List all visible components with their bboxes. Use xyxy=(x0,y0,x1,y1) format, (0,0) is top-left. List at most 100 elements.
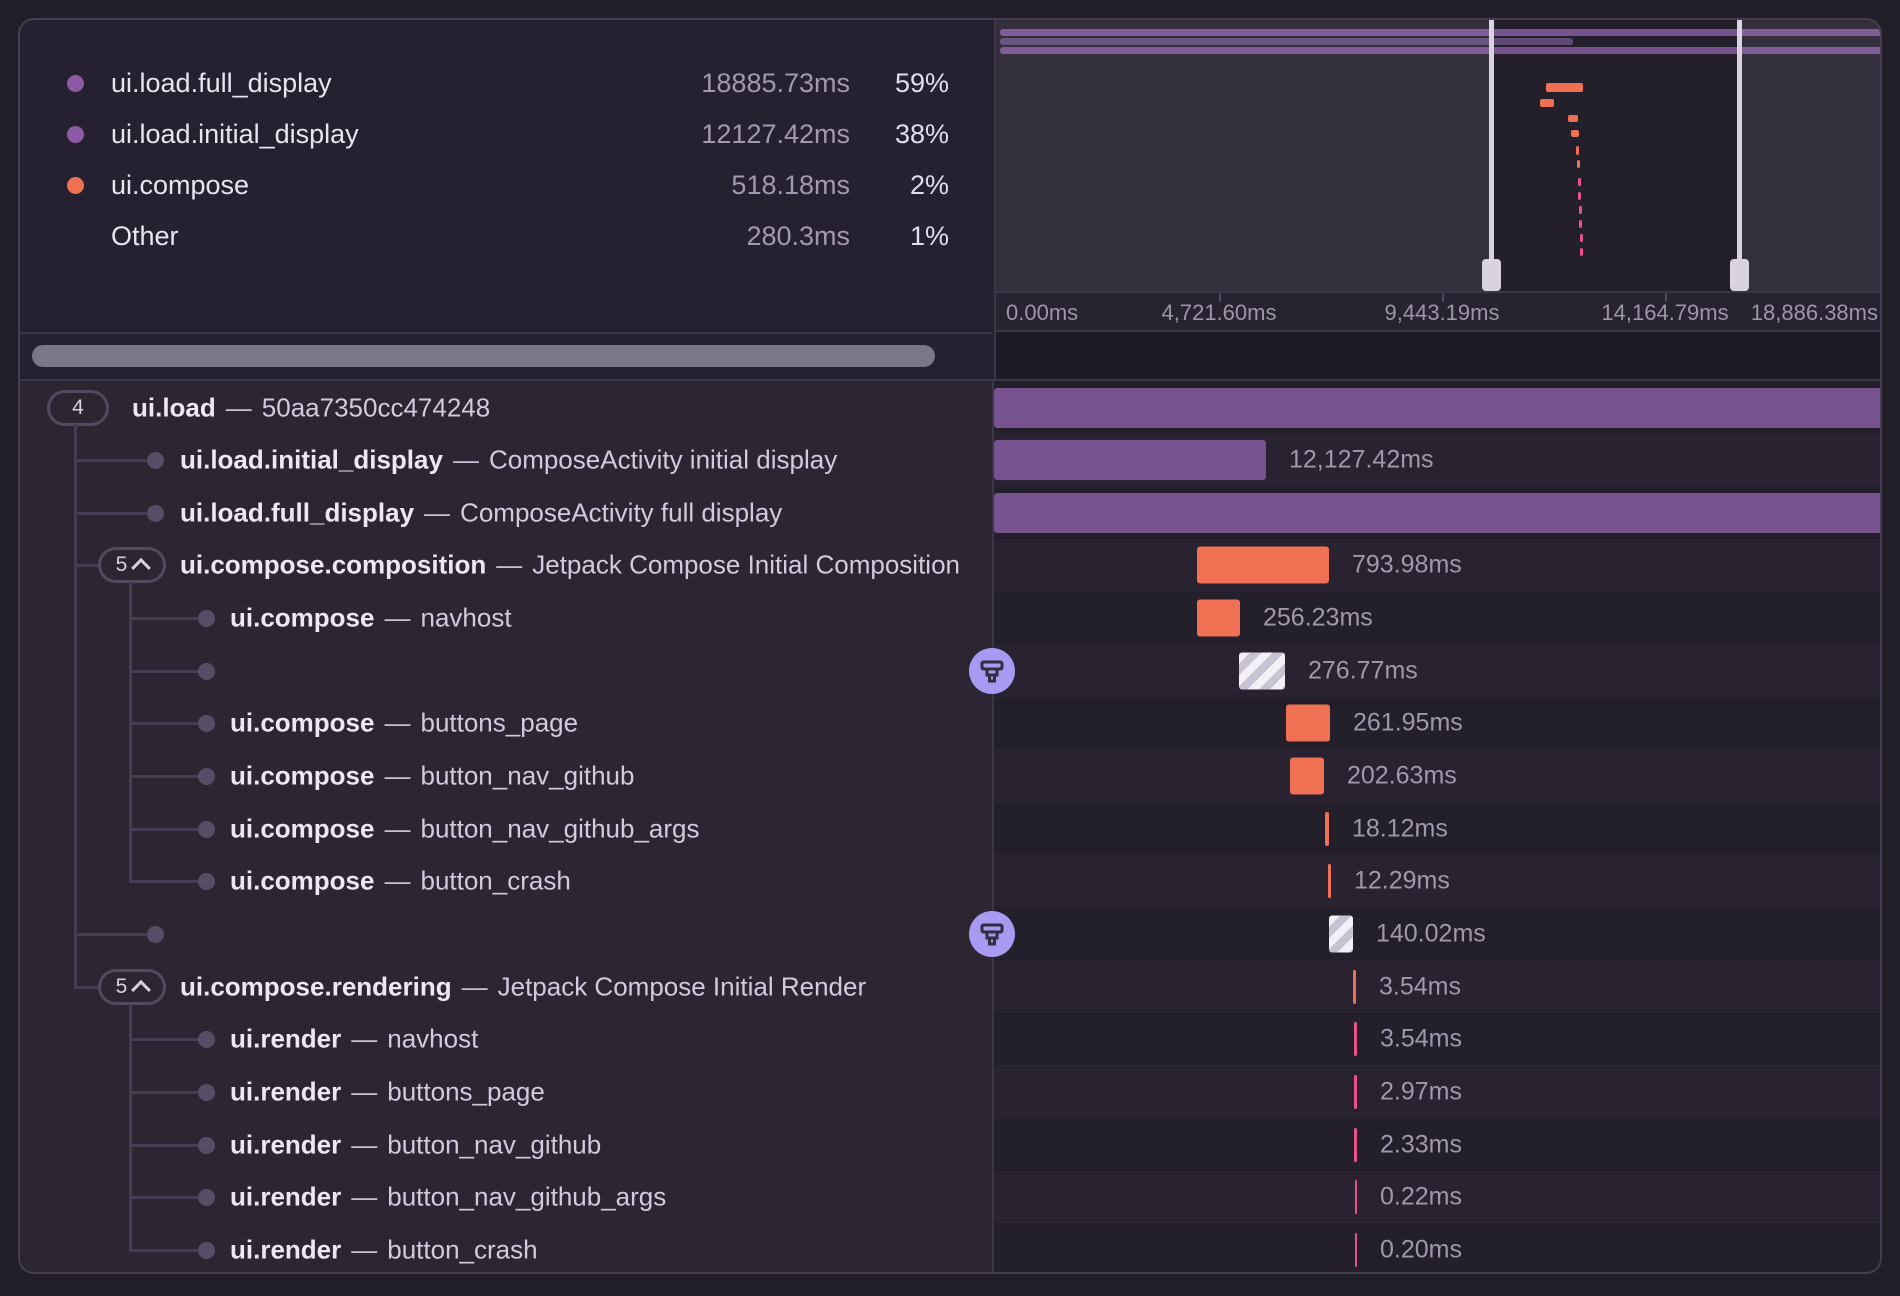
span-bar-cell[interactable]: 140.02ms xyxy=(992,907,1880,961)
span-bar[interactable] xyxy=(1239,652,1285,690)
tree-connector-dot xyxy=(147,926,164,943)
span-bar[interactable] xyxy=(994,440,1266,481)
span-tree-cell[interactable]: ui.render — button_nav_github_args xyxy=(20,1170,992,1224)
span-tree-cell[interactable]: 5 ui.compose.rendering — Jetpack Compose In… xyxy=(20,960,992,1014)
span-tree-cell[interactable]: ui.render — buttons_page xyxy=(20,1065,992,1119)
trace-row[interactable]: ui.load.full_display — ComposeActivity ful… xyxy=(20,486,1880,540)
span-bar[interactable] xyxy=(1286,704,1330,742)
span-tree-cell[interactable]: ui.load.full_display — ComposeActivity ful… xyxy=(20,486,992,540)
tree-connector-line xyxy=(74,933,156,936)
span-bar[interactable] xyxy=(1355,1180,1357,1215)
span-bar-cell[interactable]: 202.63ms xyxy=(992,749,1880,803)
axis-label: 0.00ms xyxy=(1006,300,1079,325)
span-tree-cell[interactable]: ui.compose — button_nav_github xyxy=(20,749,992,803)
profile-icon[interactable] xyxy=(969,910,1015,957)
span-bar[interactable] xyxy=(1354,1074,1357,1109)
span-bar-cell[interactable]: 3.54ms xyxy=(992,960,1880,1014)
tree-connector-line xyxy=(129,1038,207,1042)
span-tree-cell[interactable]: 4 ui.load — 50aa7350cc474248 xyxy=(20,381,992,434)
trace-row[interactable]: ui.compose — button_nav_github_args 18.12ms xyxy=(20,802,1880,856)
span-bar[interactable] xyxy=(1328,864,1331,899)
minimap-handle-right-grip[interactable] xyxy=(1730,259,1749,291)
span-bar-cell[interactable]: 793.98ms xyxy=(992,538,1880,592)
span-tree-cell[interactable] xyxy=(20,907,992,961)
profile-icon[interactable] xyxy=(969,647,1015,694)
orange-dot-icon xyxy=(67,177,84,194)
minimap-panel[interactable] xyxy=(994,20,1880,291)
legend-row[interactable]: ui.load.full_display 18885.73ms 59% xyxy=(57,58,949,109)
legend-row[interactable]: ui.compose 518.18ms 2% xyxy=(57,160,949,211)
span-bar[interactable] xyxy=(1290,757,1324,795)
span-bar-cell[interactable] xyxy=(992,381,1880,434)
span-description: button_crash xyxy=(387,1234,538,1265)
child-count-badge[interactable]: 4 xyxy=(47,389,109,426)
trace-viewer: ui.load.full_display 18885.73ms 59% ui.load… xyxy=(18,18,1882,1274)
span-tree-cell[interactable] xyxy=(20,644,992,698)
span-bar-cell[interactable]: 2.97ms xyxy=(992,1065,1880,1119)
trace-row[interactable]: ui.compose — buttons_page 261.95ms xyxy=(20,696,1880,750)
span-bar[interactable] xyxy=(1197,546,1329,584)
span-bar[interactable] xyxy=(1329,915,1353,953)
span-tree-cell[interactable]: 5 ui.compose.composition — Jetpack Compose … xyxy=(20,538,992,592)
trace-row[interactable]: 276.77ms xyxy=(20,644,1880,698)
span-bar[interactable] xyxy=(1355,1232,1357,1267)
trace-row[interactable]: ui.compose — button_nav_github 202.63ms xyxy=(20,749,1880,803)
span-bar[interactable] xyxy=(1197,599,1240,637)
trace-row[interactable]: ui.load.initial_display — ComposeActivity … xyxy=(20,433,1880,487)
trace-row[interactable]: ui.render — buttons_page 2.97ms xyxy=(20,1065,1880,1119)
span-bar[interactable] xyxy=(1353,969,1356,1004)
tree-connector-line xyxy=(74,511,156,515)
trace-row[interactable]: 5 ui.compose.composition — Jetpack Compose … xyxy=(20,538,1880,592)
trace-row[interactable]: ui.render — button_nav_github_args 0.22ms xyxy=(20,1170,1880,1224)
tree-connector-line xyxy=(129,880,207,884)
span-separator: — xyxy=(496,549,523,580)
span-tree-cell[interactable]: ui.render — navhost xyxy=(20,1012,992,1066)
span-bar-cell[interactable]: 276.77ms xyxy=(992,644,1880,698)
span-bar-cell[interactable]: 18.12ms xyxy=(992,802,1880,856)
span-bar-cell[interactable]: 2.33ms xyxy=(992,1118,1880,1172)
axis-tick xyxy=(1665,293,1667,302)
span-tree-cell[interactable]: ui.compose — buttons_page xyxy=(20,696,992,750)
span-bar-cell[interactable]: 12,127.42ms xyxy=(992,433,1880,487)
minimap-handle-left[interactable] xyxy=(1489,20,1494,291)
span-bar[interactable] xyxy=(1354,1022,1357,1057)
span-bar-cell[interactable]: 12.29ms xyxy=(992,854,1880,908)
span-bar[interactable] xyxy=(1325,811,1329,846)
span-bar-cell[interactable]: 0.20ms xyxy=(992,1223,1880,1272)
span-op: ui.render xyxy=(230,1234,342,1265)
child-count-badge[interactable]: 5 xyxy=(98,547,166,584)
span-bar-cell[interactable]: 261.95ms xyxy=(992,696,1880,750)
span-separator: — xyxy=(351,1181,378,1212)
minimap-handle-right[interactable] xyxy=(1737,20,1742,291)
span-tree-cell[interactable]: ui.compose — navhost xyxy=(20,591,992,645)
trace-row[interactable]: 4 ui.load — 50aa7350cc474248 xyxy=(20,381,1880,434)
scrollbar-thumb[interactable] xyxy=(32,345,935,367)
span-bar-cell[interactable]: 0.22ms xyxy=(992,1170,1880,1224)
trace-row[interactable]: ui.render — button_nav_github 2.33ms xyxy=(20,1118,1880,1172)
minimap-handle-left-grip[interactable] xyxy=(1482,259,1501,291)
span-tree-cell[interactable]: ui.compose — button_crash xyxy=(20,854,992,908)
span-title: ui.compose — button_crash xyxy=(230,866,571,897)
span-bar[interactable] xyxy=(1354,1127,1357,1162)
trace-row[interactable]: ui.compose — button_crash 12.29ms xyxy=(20,854,1880,908)
span-duration-label: 18.12ms xyxy=(1352,814,1448,843)
span-bar[interactable] xyxy=(994,387,1880,428)
span-tree-cell[interactable]: ui.render — button_crash xyxy=(20,1223,992,1272)
span-tree-cell[interactable]: ui.render — button_nav_github xyxy=(20,1118,992,1172)
trace-row[interactable]: 140.02ms xyxy=(20,907,1880,961)
trace-row[interactable]: 5 ui.compose.rendering — Jetpack Compose In… xyxy=(20,960,1880,1014)
trace-row[interactable]: ui.render — navhost 3.54ms xyxy=(20,1012,1880,1066)
legend-row[interactable]: Other 280.3ms 1% xyxy=(57,211,949,262)
legend-row[interactable]: ui.load.initial_display 12127.42ms 38% xyxy=(57,109,949,160)
span-tree-cell[interactable]: ui.compose — button_nav_github_args xyxy=(20,802,992,856)
span-bar-cell[interactable]: 3.54ms xyxy=(992,1012,1880,1066)
trace-row[interactable]: ui.render — button_crash 0.20ms xyxy=(20,1223,1880,1272)
span-bar-cell[interactable] xyxy=(992,486,1880,540)
trace-row[interactable]: ui.compose — navhost 256.23ms xyxy=(20,591,1880,645)
span-tree-cell[interactable]: ui.load.initial_display — ComposeActivity … xyxy=(20,433,992,487)
child-count-badge[interactable]: 5 xyxy=(98,968,166,1005)
span-bar-cell[interactable]: 256.23ms xyxy=(992,591,1880,645)
horizontal-scrollbar[interactable] xyxy=(20,334,992,379)
axis-gap xyxy=(994,332,1880,379)
span-bar[interactable] xyxy=(994,492,1880,533)
